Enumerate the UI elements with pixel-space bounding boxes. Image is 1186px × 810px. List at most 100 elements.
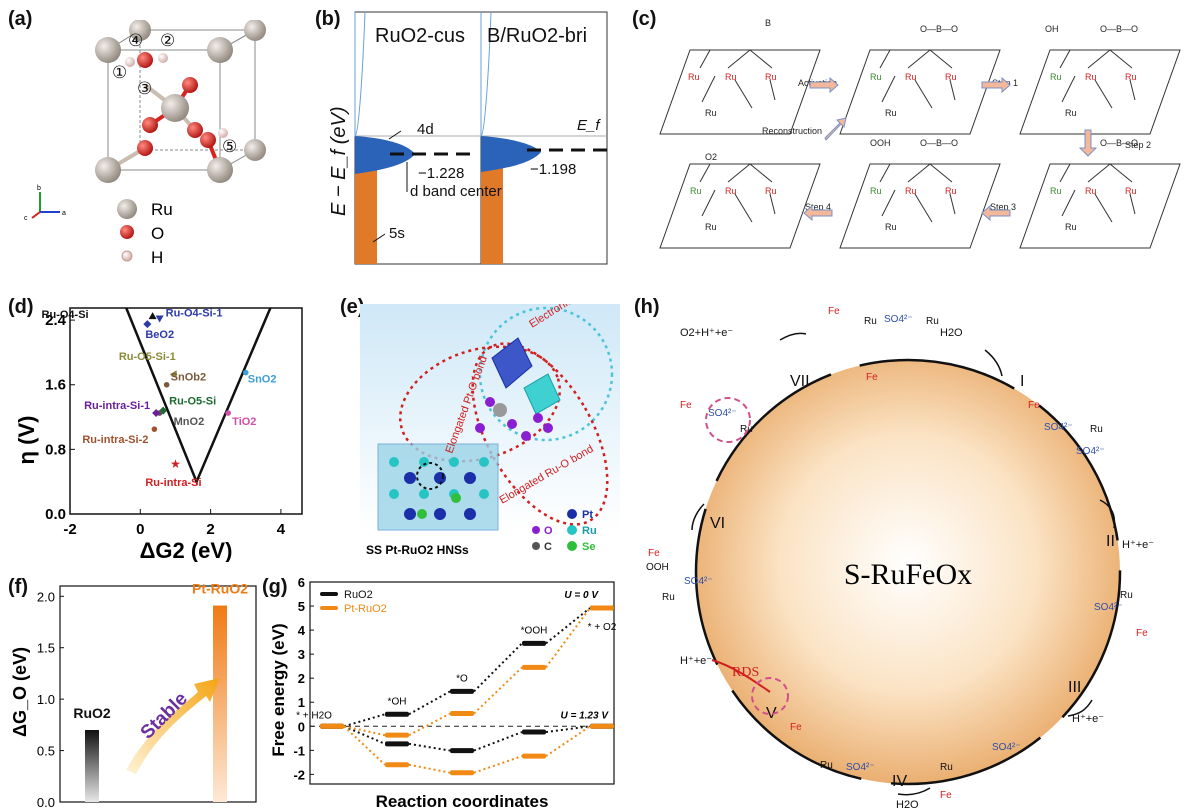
x-tick-label: -2: [63, 521, 76, 538]
ru-atom: [244, 139, 266, 161]
point-label: TiO2: [232, 416, 256, 428]
svg-text:Fe: Fe: [648, 548, 660, 559]
proton-electron-label: H⁺+e⁻: [1122, 539, 1154, 551]
o2-label: O2: [705, 152, 717, 162]
svg-text:Ru: Ru: [885, 108, 897, 118]
energy-level: [385, 732, 409, 738]
site-label-2: ②: [160, 31, 175, 50]
x-tick-label: 2: [206, 521, 214, 538]
svg-text:Ru: Ru: [705, 222, 717, 232]
panel-label-f: (f): [8, 576, 28, 598]
svg-text:c: c: [24, 215, 28, 222]
panel-label-g: (g): [262, 576, 288, 598]
data-point: [151, 426, 158, 432]
svg-text:Ru: Ru: [1050, 72, 1062, 82]
plot-frame: [69, 307, 303, 515]
svg-text:Ru: Ru: [1065, 108, 1077, 118]
curved-arrow-icon: [779, 332, 807, 341]
svg-text:Ru: Ru: [765, 186, 777, 196]
subtitle-cus: RuO2-cus: [375, 25, 465, 47]
curved-arrow-icon: [1099, 499, 1116, 529]
svg-text:H⁺+e⁻: H⁺+e⁻: [680, 655, 712, 667]
svg-text:Ru: Ru: [905, 72, 917, 82]
o-atom: [187, 122, 203, 138]
site-label-5: ⑤: [222, 137, 237, 156]
catalytic-cycle: S-RuFeOx I II III IV V VI VII RDS H2O H2…: [646, 306, 1154, 810]
step-label: * + H2O: [296, 710, 332, 721]
plot-frame: [309, 581, 615, 785]
volcano-line: [125, 307, 272, 485]
svg-text:b: b: [37, 185, 41, 192]
y-tick-label: 0.5: [37, 744, 55, 759]
site-label-4: ④: [128, 31, 143, 50]
surface-plane: [839, 163, 1001, 249]
ru-atom: [95, 157, 121, 183]
svg-text:Ru: Ru: [945, 72, 957, 82]
svg-text:Fe: Fe: [1028, 400, 1040, 411]
atom-legend: Ru O H: [117, 199, 173, 267]
curved-arrow-icon: [984, 349, 1003, 377]
ru-atom: [129, 20, 151, 41]
svg-text:Ru: Ru: [725, 72, 737, 82]
y-axis-label: E − E_f (eV): [328, 107, 350, 217]
y-tick-label: 5: [298, 599, 305, 614]
bar: [85, 730, 99, 802]
svg-text:O: O: [544, 525, 553, 537]
svg-text:H⁺+e⁻: H⁺+e⁻: [1072, 713, 1104, 725]
step-I: I: [1020, 373, 1024, 390]
svg-text:SO4²⁻: SO4²⁻: [992, 742, 1021, 753]
svg-text:SO4²⁻: SO4²⁻: [846, 762, 875, 773]
ru-atom: [207, 157, 233, 183]
svg-text:Ru: Ru: [740, 424, 753, 435]
svg-text:Ru: Ru: [690, 186, 702, 196]
energy-level: [450, 770, 474, 776]
energy-level: [320, 723, 344, 729]
arrow-diagonal-icon: [824, 117, 847, 141]
stable-label: Stable: [137, 688, 192, 743]
connector: [473, 755, 523, 774]
panel-label-h: (h): [634, 296, 660, 318]
step-reconstruction: Reconstruction: [762, 126, 822, 136]
step-label: *OH: [388, 696, 407, 707]
crystal-structure-figure: ① ② ③ ④ ⑤ b a c Ru O H: [24, 20, 266, 267]
connector: [545, 725, 591, 734]
svg-text:SO4²⁻: SO4²⁻: [1076, 446, 1105, 457]
bar: [213, 605, 227, 802]
point-label: Ru-O4-Si-1: [166, 308, 223, 320]
y-tick-label: 1.0: [37, 692, 55, 707]
svg-text:Fe: Fe: [790, 722, 802, 733]
svg-text:Ru: Ru: [582, 525, 597, 537]
legend-h: H: [151, 248, 163, 267]
highlight-circle: [751, 677, 789, 715]
y-tick-label: 0.8: [45, 441, 66, 458]
surface-plane: [1019, 163, 1181, 249]
ru-atom: [161, 94, 189, 122]
point-label: Ru-O5-Si: [169, 396, 216, 408]
y-tick-label: 4: [298, 623, 306, 638]
svg-text:Fe: Fe: [1136, 628, 1148, 639]
stability-arrow-icon: [126, 678, 220, 774]
svg-text:Fe: Fe: [940, 790, 952, 801]
adsorption-bar-chart: 0.0 0.5 1.0 1.5 2.0 RuO2 Pt-RuO2 Stable ΔG_O …: [10, 581, 257, 810]
plot-frame: [59, 585, 257, 803]
y-tick-label: 0.0: [37, 795, 55, 810]
caption: SS Pt-RuO2 HNSs: [366, 543, 469, 557]
heterostructure-illustration: Electronic interaction Elongated Pt-O bo…: [360, 304, 620, 557]
surface-plane: [659, 49, 821, 135]
connector: [343, 713, 386, 728]
point-label: Ru-O4-Si: [42, 309, 89, 321]
5s-band: [355, 166, 377, 264]
connector: [343, 725, 386, 737]
svg-text:Ru: Ru: [1125, 186, 1137, 196]
energy-level: [522, 664, 546, 670]
arrow-left-icon: [803, 204, 833, 222]
y-tick-label: -2: [293, 767, 305, 782]
condition-label: U = 0 V: [564, 590, 599, 601]
data-point: [155, 315, 164, 323]
svg-text:Ru: Ru: [1085, 186, 1097, 196]
ru-atom: [244, 20, 266, 41]
svg-text:Ru: Ru: [870, 72, 882, 82]
connector: [545, 607, 591, 668]
connector: [343, 725, 386, 766]
o2-proton-label: O2+H⁺+e⁻: [680, 327, 733, 339]
